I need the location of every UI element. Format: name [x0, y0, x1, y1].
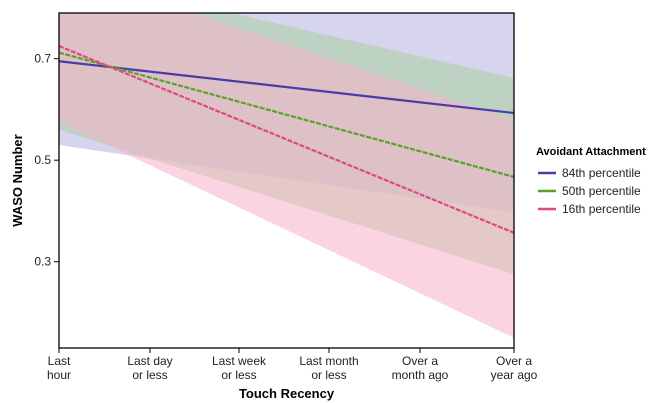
legend: Avoidant Attachment 84th percentile 50th … — [536, 146, 646, 216]
legend-label-50th: 50th percentile — [562, 184, 641, 198]
x-tick-label: Over a month ago — [392, 354, 449, 382]
ci-band-16th — [59, 13, 514, 338]
x-tick-label: Last hour — [47, 354, 71, 382]
x-tick-label: Over a year ago — [491, 354, 538, 382]
x-tick-label: Last month or less — [299, 354, 358, 382]
trend-lines — [59, 44, 514, 234]
confidence-bands — [59, 13, 514, 338]
trend-line-50th — [59, 51, 514, 179]
legend-label-84th: 84th percentile — [562, 166, 641, 180]
x-tick-label: Last week or less — [212, 354, 267, 382]
trend-line-16th — [59, 44, 514, 234]
legend-title: Avoidant Attachment — [536, 146, 646, 158]
y-tick-label: 0.5 — [34, 153, 51, 167]
x-axis: Last hour Last day or less Last week or less L… — [47, 348, 538, 382]
y-axis-title: WASO Number — [10, 134, 25, 226]
legend-label-16th: 16th percentile — [562, 202, 641, 216]
trend-line-84th — [59, 60, 514, 115]
plot-frame — [58, 12, 515, 349]
y-axis: 0.3 0.5 0.7 — [34, 52, 59, 269]
y-tick-label: 0.3 — [34, 255, 51, 269]
y-tick-label: 0.7 — [34, 52, 51, 66]
x-axis-title: Touch Recency — [239, 386, 335, 401]
x-tick-label: Last day or less — [127, 354, 172, 382]
